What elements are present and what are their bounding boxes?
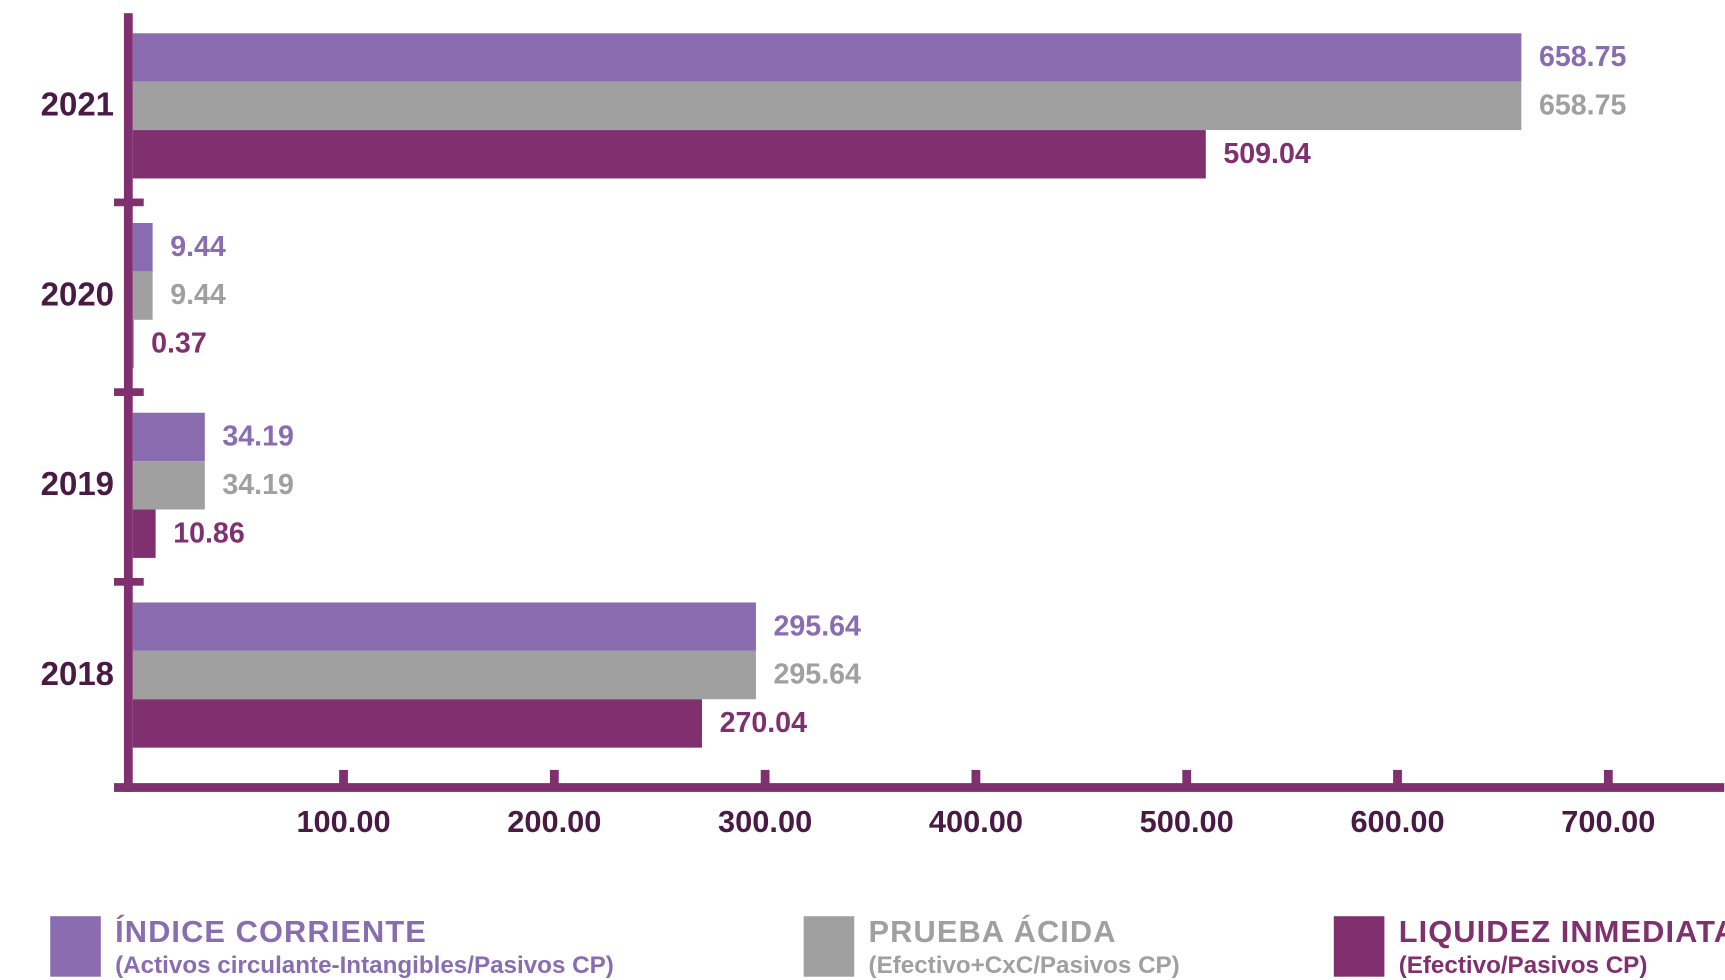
value-label: 9.44 [170,231,226,263]
value-label: 658.75 [1539,41,1627,73]
x-tick-label: 700.00 [1561,804,1655,839]
legend-description: (Activos circulante-Intangibles/Pasivos … [115,952,614,979]
bar [132,509,156,558]
bar [132,81,1522,131]
x-tick-label: 500.00 [1140,804,1234,839]
tick-mark [971,769,981,788]
value-label: 10.86 [173,517,245,549]
tick-mark [1603,769,1613,788]
legend-label: LIQUIDEZ INMEDIATA [1399,914,1725,949]
value-label: 34.19 [222,421,294,453]
legend-swatch [1333,916,1385,977]
value-label: 34.19 [222,469,294,501]
legend-label: PRUEBA ÁCIDA [869,914,1117,949]
x-tick-label: 300.00 [718,804,812,839]
y-tick-label: 2020 [41,275,114,312]
y-tick-label: 2019 [41,465,114,502]
bar [132,130,1206,179]
legend-description: (Efectivo/Pasivos CP) [1399,952,1648,979]
x-tick-label: 100.00 [296,804,390,839]
tick-mark [1182,769,1192,788]
tick-mark [549,769,559,788]
tick-mark [760,769,770,788]
tick-mark [1393,769,1402,788]
bar [132,650,756,700]
value-label: 509.04 [1223,138,1311,170]
bar [132,319,134,369]
legend-swatch [50,916,101,977]
legend-label: ÍNDICE CORRIENTE [115,914,427,949]
value-label: 295.64 [774,610,862,642]
bar [132,271,153,320]
legend-description: (Efectivo+CxC/Pasivos CP) [869,952,1180,979]
bar [132,33,1522,82]
bar [132,223,153,272]
bar [132,699,702,748]
y-axis [123,13,133,792]
x-tick-label: 400.00 [929,804,1023,839]
tick-mark [339,769,348,788]
bar [132,602,756,651]
x-tick-label: 600.00 [1350,804,1444,839]
y-tick-label: 2021 [41,86,114,123]
value-label: 270.04 [720,707,808,739]
value-label: 658.75 [1539,90,1627,122]
value-label: 295.64 [774,659,862,691]
x-tick-label: 200.00 [507,804,601,839]
value-label: 9.44 [170,279,226,311]
y-tick-label: 2018 [41,655,114,692]
legend-swatch [803,916,855,977]
bar [132,461,205,510]
x-axis [114,783,1725,792]
value-label: 0.37 [151,328,207,360]
bar [132,412,205,462]
